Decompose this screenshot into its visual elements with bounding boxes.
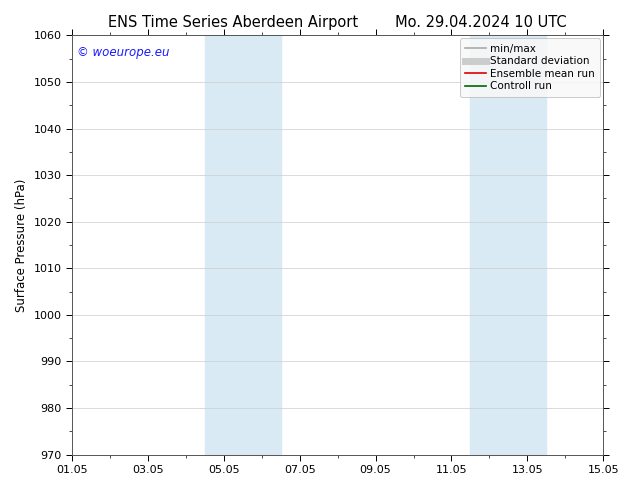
- Title: ENS Time Series Aberdeen Airport        Mo. 29.04.2024 10 UTC: ENS Time Series Aberdeen Airport Mo. 29.…: [108, 15, 567, 30]
- Legend: min/max, Standard deviation, Ensemble mean run, Controll run: min/max, Standard deviation, Ensemble me…: [460, 38, 600, 97]
- Bar: [470, 35, 547, 455]
- Bar: [205, 35, 281, 455]
- Text: © woeurope.eu: © woeurope.eu: [77, 46, 170, 59]
- Y-axis label: Surface Pressure (hPa): Surface Pressure (hPa): [15, 178, 28, 312]
